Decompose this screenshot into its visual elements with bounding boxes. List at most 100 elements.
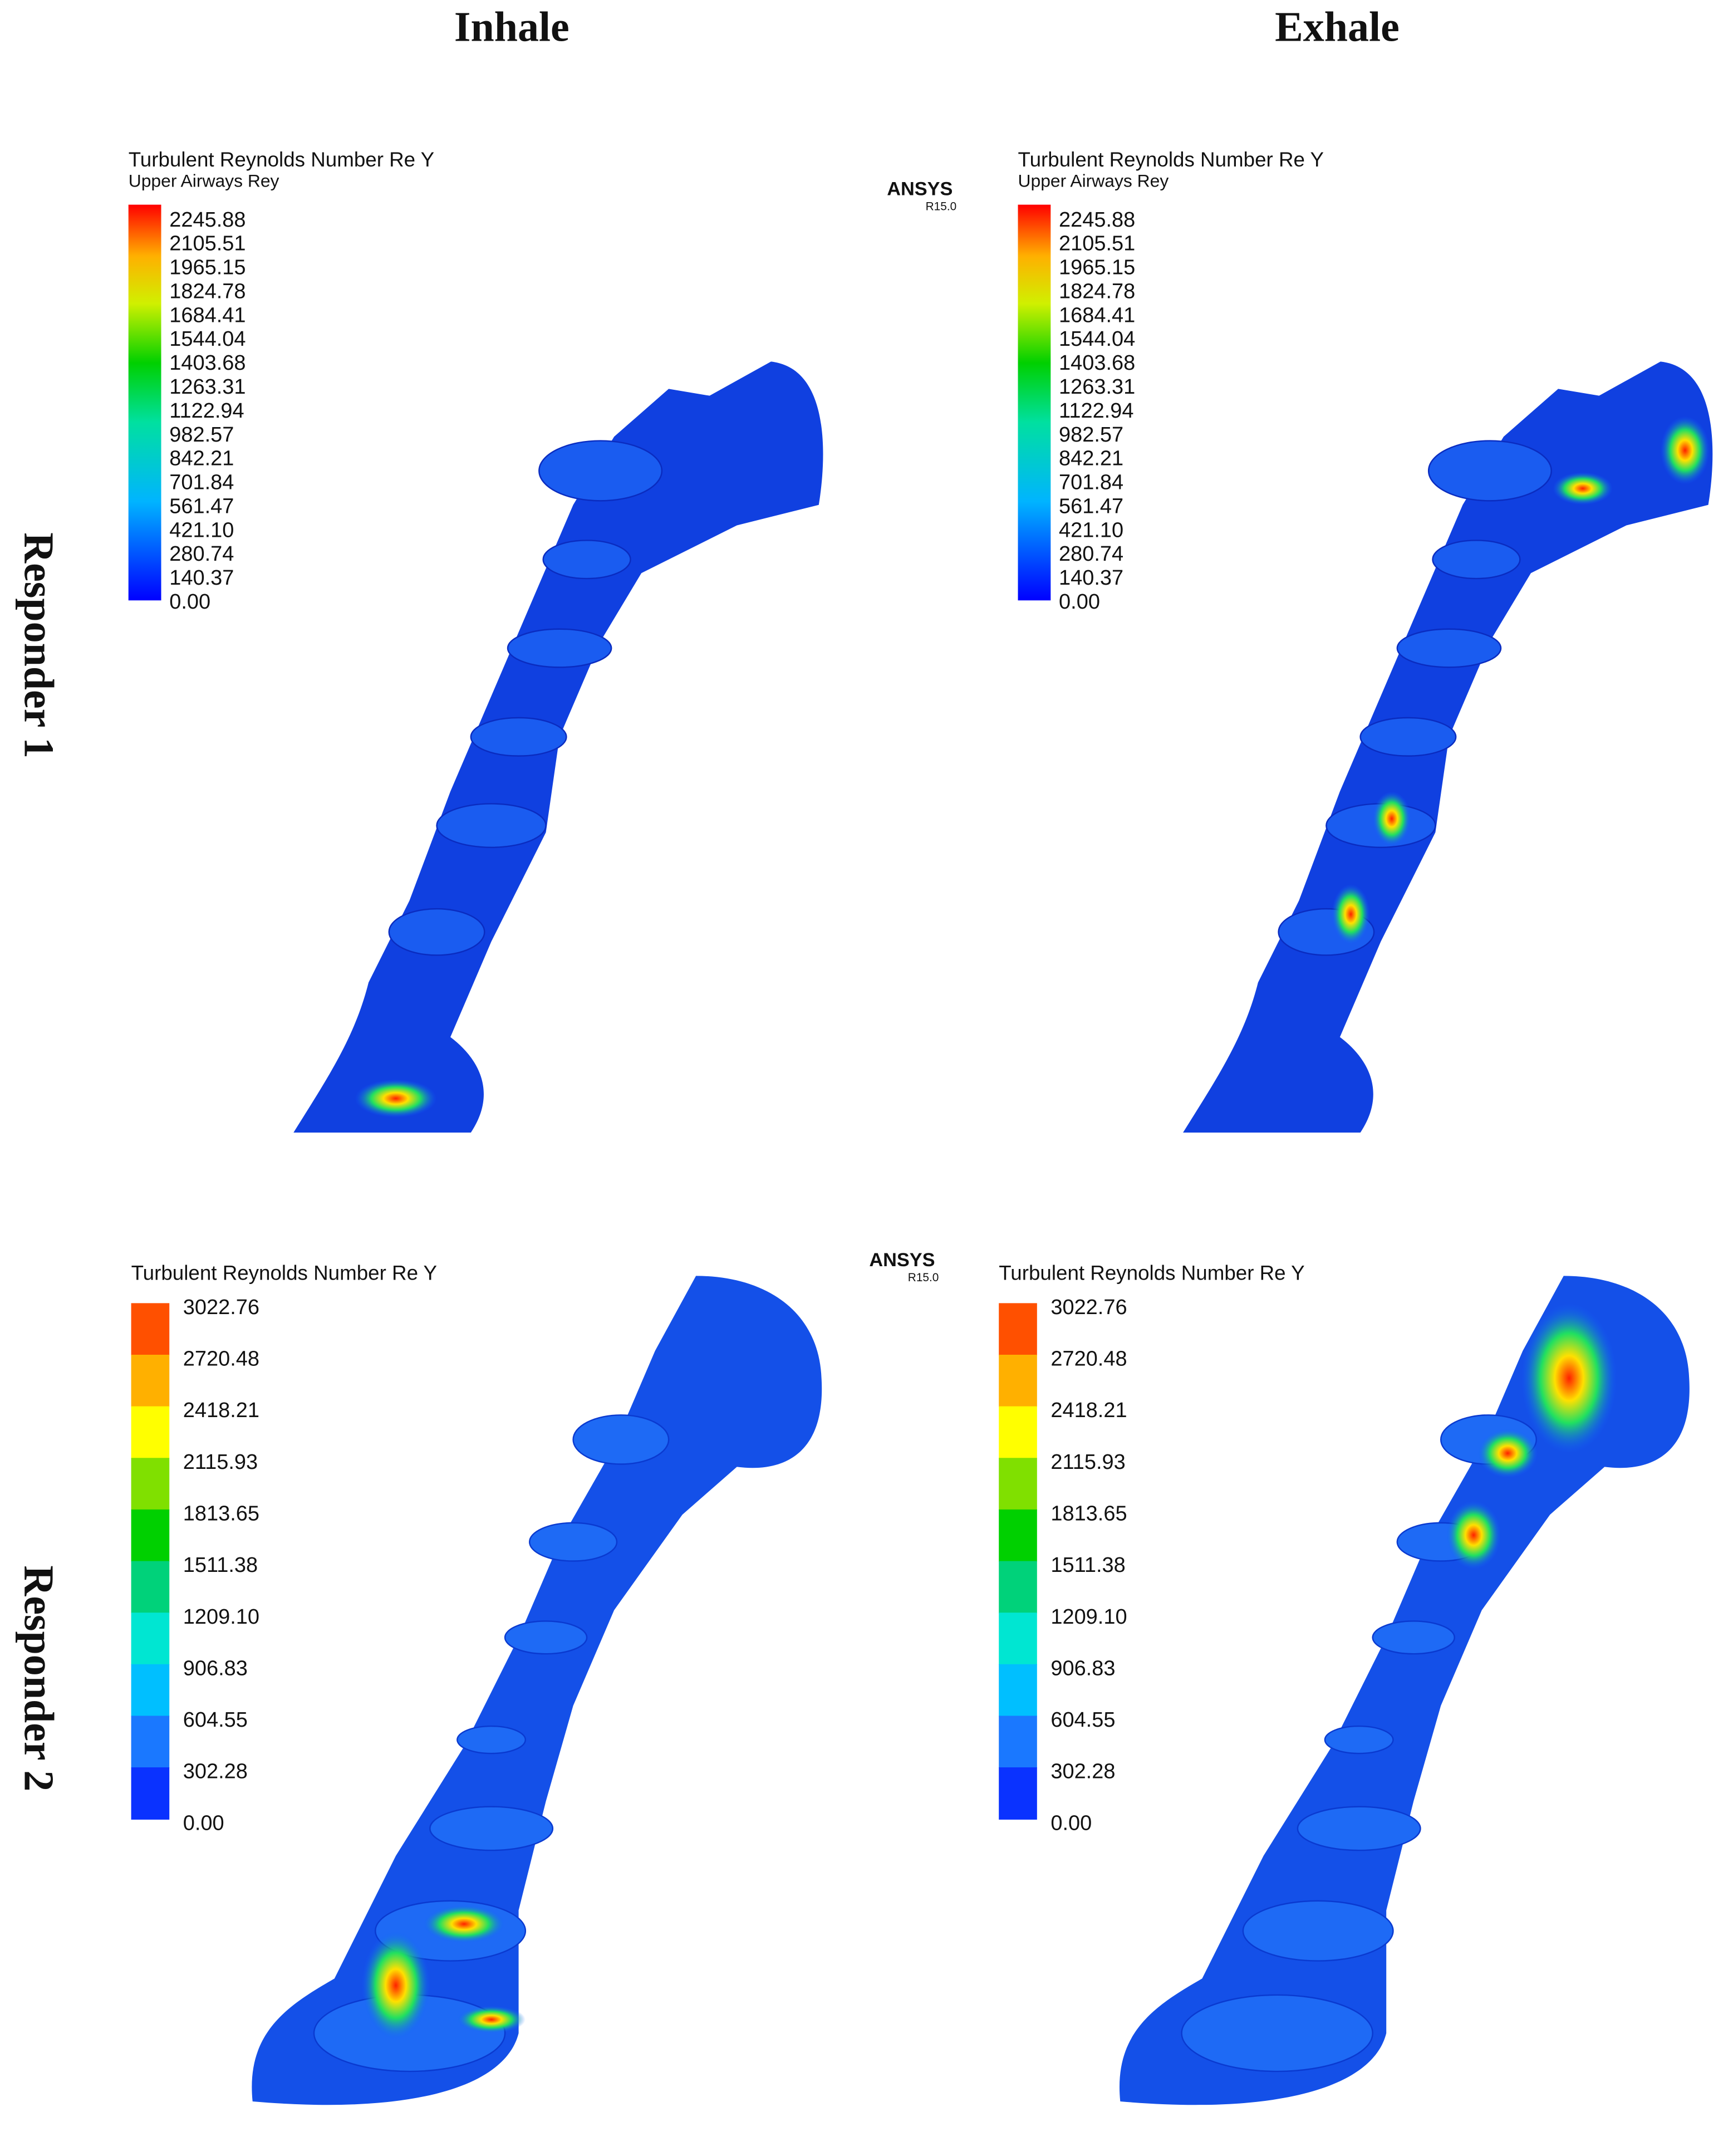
legend-title: Turbulent Reynolds Number Re Y <box>131 1262 437 1285</box>
airway-ring <box>1297 1806 1421 1851</box>
colorbar-label: 1263.31 <box>1059 375 1135 399</box>
colorbar-band <box>131 1767 170 1820</box>
colorbar-label: 604.55 <box>183 1708 248 1732</box>
colorbar-band <box>131 1716 170 1768</box>
colorbar <box>1018 204 1051 601</box>
colorbar-label: 1209.10 <box>183 1605 259 1629</box>
colorbar-label: 561.47 <box>169 494 234 518</box>
colorbar-label: 0.00 <box>183 1811 224 1835</box>
airway-ring <box>507 628 612 668</box>
colorbar-label: 1813.65 <box>183 1502 259 1525</box>
colorbar-label: 2245.88 <box>169 208 246 232</box>
airway-ring <box>1396 628 1502 668</box>
airway-ring <box>528 1522 618 1562</box>
logo: ANSYS <box>869 1250 935 1271</box>
colorbar-label: 1403.68 <box>1059 351 1135 375</box>
colorbar-label: 842.21 <box>169 447 234 471</box>
legend-title: Turbulent Reynolds Number Re Y <box>129 148 434 171</box>
airway <box>252 1276 822 2105</box>
colorbar-label: 2245.88 <box>1059 208 1135 232</box>
airway-ring <box>456 1725 527 1755</box>
colorbar-band <box>999 1767 1037 1820</box>
colorbar <box>128 204 161 601</box>
legend-subtitle: Upper Airways Rey <box>129 171 279 191</box>
colorbar-label: 1263.31 <box>169 375 246 399</box>
colorbar-label: 701.84 <box>1059 471 1123 494</box>
logo-version: R15.0 <box>926 200 957 213</box>
hotspot <box>1372 791 1411 846</box>
colorbar-label: 906.83 <box>183 1657 248 1680</box>
colorbar-label: 421.10 <box>169 518 234 542</box>
colorbar-label: 2115.93 <box>183 1451 258 1474</box>
airway-ring <box>538 440 663 502</box>
hotspot <box>1332 884 1370 944</box>
airway-ring <box>1324 1725 1394 1755</box>
colorbar-label: 2418.21 <box>1050 1399 1127 1422</box>
colorbar-label: 1824.78 <box>1059 280 1135 303</box>
airway-ring <box>470 717 567 757</box>
colorbar-band <box>999 1561 1037 1614</box>
hotspot <box>1446 1501 1501 1570</box>
colorbar-label: 1965.15 <box>1059 256 1135 280</box>
colorbar-label: 561.47 <box>1059 494 1123 518</box>
colorbar-band <box>999 1406 1037 1459</box>
hotspot <box>423 1905 505 1943</box>
colorbar-label: 2105.51 <box>1059 232 1135 256</box>
column-label: Exhale <box>1275 4 1400 51</box>
colorbar-band <box>999 1716 1037 1768</box>
colorbar-label: 2418.21 <box>183 1399 259 1422</box>
colorbar-label: 1122.94 <box>1059 399 1133 423</box>
colorbar-label: 1511.38 <box>1050 1554 1125 1577</box>
colorbar-label: 3022.76 <box>1050 1296 1127 1319</box>
airway-ring <box>429 1806 554 1851</box>
colorbar-label: 0.00 <box>169 590 210 614</box>
colorbar-label: 140.37 <box>1059 566 1123 590</box>
colorbar-label: 0.00 <box>1050 1811 1092 1835</box>
logo: ANSYS <box>887 178 953 199</box>
airway-ring <box>388 908 485 956</box>
colorbar-band <box>131 1664 170 1717</box>
colorbar-band <box>999 1354 1037 1407</box>
hotspot <box>355 1079 437 1118</box>
hotspot <box>1477 1428 1538 1478</box>
colorbar-label: 2720.48 <box>1050 1347 1127 1371</box>
airway-ring <box>1432 540 1521 580</box>
hotspot <box>361 1930 430 2040</box>
hotspot <box>457 2006 526 2033</box>
row-label: Responder 1 <box>15 532 62 758</box>
airway-ring <box>542 540 631 580</box>
airway-ring <box>572 1414 670 1465</box>
colorbar-band <box>131 1509 170 1562</box>
colorbar-label: 3022.76 <box>183 1296 259 1319</box>
colorbar-label: 1403.68 <box>169 351 246 375</box>
row-label: Responder 2 <box>15 1565 62 1791</box>
colorbar-label: 1965.15 <box>169 256 246 280</box>
airway-ring <box>1242 1900 1394 1962</box>
hotspot <box>1660 416 1710 484</box>
colorbar-label: 1824.78 <box>169 280 246 303</box>
colorbar-band <box>131 1561 170 1614</box>
airway-ring <box>1181 1994 1373 2072</box>
colorbar-band <box>999 1458 1037 1511</box>
colorbar-label: 1511.38 <box>183 1554 258 1577</box>
colorbar-label: 0.00 <box>1059 590 1100 614</box>
colorbar-label: 982.57 <box>1059 423 1123 447</box>
colorbar-label: 1544.04 <box>1059 327 1135 351</box>
column-label: Inhale <box>454 4 570 51</box>
legend-title: Turbulent Reynolds Number Re Y <box>1018 148 1324 171</box>
colorbar-label: 701.84 <box>169 471 234 494</box>
legend-title: Turbulent Reynolds Number Re Y <box>999 1262 1304 1285</box>
colorbar-label: 604.55 <box>1050 1708 1115 1732</box>
colorbar-band <box>131 1458 170 1511</box>
colorbar-label: 1122.94 <box>169 399 244 423</box>
colorbar-band <box>999 1613 1037 1665</box>
colorbar-label: 1209.10 <box>1050 1605 1127 1629</box>
colorbar-band <box>131 1354 170 1407</box>
colorbar-band <box>131 1406 170 1459</box>
colorbar-label: 302.28 <box>1050 1760 1115 1783</box>
airway-ring <box>436 803 547 849</box>
colorbar-label: 1684.41 <box>1059 303 1135 327</box>
colorbar-label: 1684.41 <box>169 303 246 327</box>
colorbar-band <box>999 1509 1037 1562</box>
